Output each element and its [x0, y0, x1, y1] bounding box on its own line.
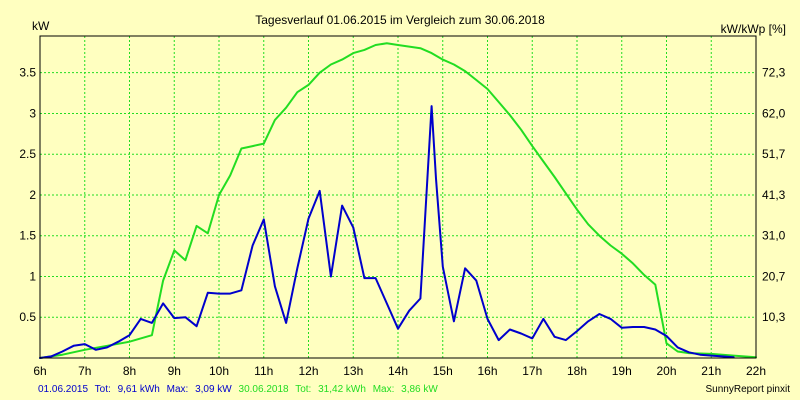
y-axis-left-label: kW [32, 19, 50, 33]
x-tick-label: 11h [254, 364, 273, 378]
legend-2018-max: 3,86 kW [401, 384, 438, 395]
y-right-tick-label: 10,3 [762, 310, 786, 324]
y-left-tick-label: 2 [29, 188, 36, 202]
series-layer [39, 42, 757, 359]
y-left-tick-label: 3.5 [19, 66, 36, 80]
x-tick-label: 10h [209, 364, 229, 378]
x-tick-label: 21h [701, 364, 721, 378]
legend-2018-max-label: Max: [373, 384, 395, 395]
x-tick-label: 6h [33, 364, 46, 378]
y-right-tick-label: 41,3 [762, 188, 786, 202]
x-tick-label: 17h [522, 364, 542, 378]
y-right-tick-label: 20,7 [762, 269, 786, 283]
y-left-tick-label: 2.5 [19, 147, 36, 161]
y-left-tick-label: 1 [29, 269, 36, 283]
x-tick-label: 12h [298, 364, 318, 378]
legend-2015-total: 9,61 kWh [118, 384, 160, 395]
y-left-tick-label: 3 [29, 106, 36, 120]
x-tick-label: 8h [123, 364, 136, 378]
chart-title: Tagesverlauf 01.06.2015 im Vergleich zum… [255, 13, 545, 27]
legend-2015-total-label: Tot: [95, 384, 111, 395]
y-left-tick-label: 0.5 [19, 310, 36, 324]
y-right-tick-label: 31,0 [762, 229, 786, 243]
brand-label: SunnyReport pinxit [706, 384, 791, 395]
x-tick-label: 14h [388, 364, 408, 378]
y-axis-right-label: kW/kWp [%] [721, 22, 786, 36]
legend-2015-max: 3,09 kW [195, 384, 232, 395]
grid-lines [40, 36, 756, 358]
x-tick-label: 18h [567, 364, 587, 378]
y-right-tick-label: 62,0 [762, 106, 786, 120]
x-tick-label: 7h [78, 364, 91, 378]
tick-labels: 6h 7h 8h 9h 10h 11h 12h 13h 14h 15h 16h 17h 18h 19h 20… [19, 66, 785, 378]
x-tick-label: 20h [656, 364, 676, 378]
series-line-01.06.2015 [39, 105, 735, 359]
x-tick-label: 22h [746, 364, 766, 378]
y-right-tick-label: 51,7 [762, 147, 786, 161]
y-right-tick-label: 72,3 [762, 66, 786, 80]
series-line-30.06.2018 [39, 42, 757, 359]
x-tick-label: 15h [433, 364, 453, 378]
x-tick-label: 16h [477, 364, 497, 378]
x-tick-label: 13h [343, 364, 363, 378]
x-tick-label: 19h [612, 364, 632, 378]
plot-frame [39, 35, 757, 359]
footer-legend: 01.06.2015 Tot: 9,61 kWh Max: 3,09 kW 30… [38, 384, 438, 395]
y-left-tick-label: 1.5 [19, 229, 36, 243]
legend-2018-total: 31,42 kWh [318, 384, 366, 395]
legend-2018-date: 30.06.2018 [239, 384, 289, 395]
x-tick-label: 9h [168, 364, 181, 378]
legend-2015-max-label: Max: [167, 384, 189, 395]
legend-2018-total-label: Tot: [295, 384, 311, 395]
legend-2015-date: 01.06.2015 [38, 384, 88, 395]
